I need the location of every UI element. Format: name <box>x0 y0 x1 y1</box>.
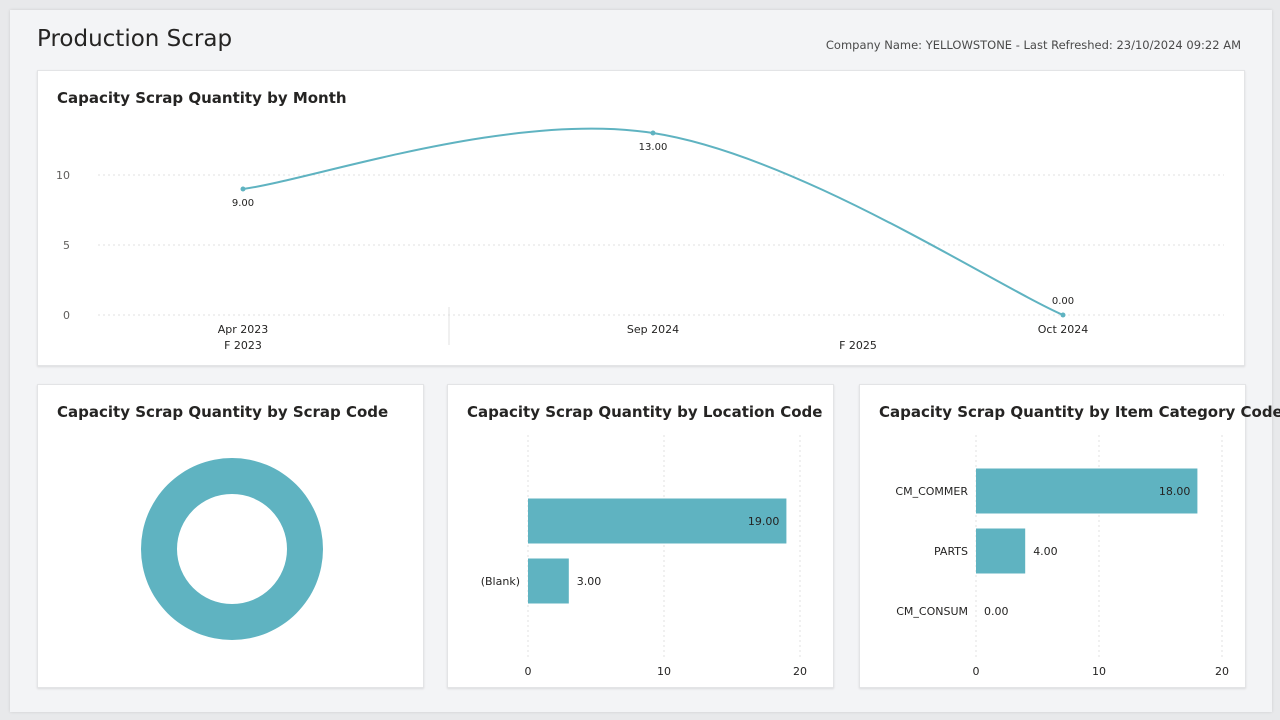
category-label: CM_COMMER <box>895 485 968 498</box>
bar[interactable] <box>528 498 787 544</box>
category-bar-chart-card[interactable]: Capacity Scrap Quantity by Item Category… <box>859 384 1280 688</box>
data-label: 0.00 <box>1052 296 1074 307</box>
x-tick-label: 0 <box>973 665 980 678</box>
category-label: (Blank) <box>481 575 520 588</box>
category-bar-chart[interactable]: 0 10 20 18.00 CM_COMMER 4.00 PARTS 0.00 CM_CONSU… <box>860 385 1245 687</box>
x-tick-label: 20 <box>1215 665 1229 678</box>
y-tick-label: 10 <box>56 169 70 182</box>
fiscal-group-label: F 2023 <box>224 339 262 352</box>
data-point[interactable] <box>240 186 246 192</box>
chart-title: Capacity Scrap Quantity by Month <box>57 89 347 107</box>
y-tick-label: 5 <box>63 239 70 252</box>
data-label: 3.00 <box>577 575 602 588</box>
x-tick-label: Apr 2023 <box>218 323 269 336</box>
bar[interactable] <box>976 468 1198 514</box>
line-chart[interactable]: 0 5 10 9.00 Apr 2023 13.00 Sep 2024 0.00 Oct 202… <box>38 71 1244 365</box>
data-label: 13.00 <box>639 142 668 153</box>
bar[interactable] <box>528 558 569 604</box>
page-title: Production Scrap <box>37 26 233 52</box>
data-label: 0.00 <box>984 605 1009 618</box>
location-bar-chart-card[interactable]: Capacity Scrap Quantity by Location Code… <box>447 384 834 688</box>
donut-chart-card[interactable]: Capacity Scrap Quantity by Scrap Code <box>37 384 424 688</box>
data-label: 9.00 <box>232 198 254 209</box>
category-label: PARTS <box>934 545 968 558</box>
x-tick-label: 0 <box>525 665 532 678</box>
fiscal-group-label: F 2025 <box>839 339 877 352</box>
x-tick-label: 10 <box>657 665 671 678</box>
report-page: Production Scrap Company Name: YELLOWSTO… <box>10 10 1280 712</box>
x-tick-label: 10 <box>1092 665 1106 678</box>
data-point[interactable] <box>650 130 656 136</box>
y-tick-label: 0 <box>63 309 70 322</box>
x-tick-label: Sep 2024 <box>627 323 679 336</box>
x-tick-label: Oct 2024 <box>1038 323 1089 336</box>
chart-title: Capacity Scrap Quantity by Scrap Code <box>57 403 389 421</box>
line-chart-card[interactable]: Capacity Scrap Quantity by Month 0 5 10 9.0… <box>37 70 1245 366</box>
series-line[interactable] <box>242 127 1064 316</box>
x-tick-label: 20 <box>793 665 807 678</box>
donut-chart[interactable] <box>38 385 423 687</box>
data-label: 19.00 <box>748 515 780 528</box>
bar[interactable] <box>976 528 1026 574</box>
chart-title: Capacity Scrap Quantity by Item Category… <box>879 403 1280 421</box>
data-point[interactable] <box>1060 312 1066 318</box>
chart-title: Capacity Scrap Quantity by Location Code <box>467 403 823 421</box>
category-label: CM_CONSUM <box>896 605 968 618</box>
donut-slice[interactable] <box>141 458 323 640</box>
company-refresh-info: Company Name: YELLOWSTONE - Last Refresh… <box>825 38 1241 52</box>
data-label: 4.00 <box>1033 545 1058 558</box>
data-label: 18.00 <box>1159 485 1191 498</box>
location-bar-chart[interactable]: 0 10 20 19.00 3.00 (Blank) <box>448 385 833 687</box>
